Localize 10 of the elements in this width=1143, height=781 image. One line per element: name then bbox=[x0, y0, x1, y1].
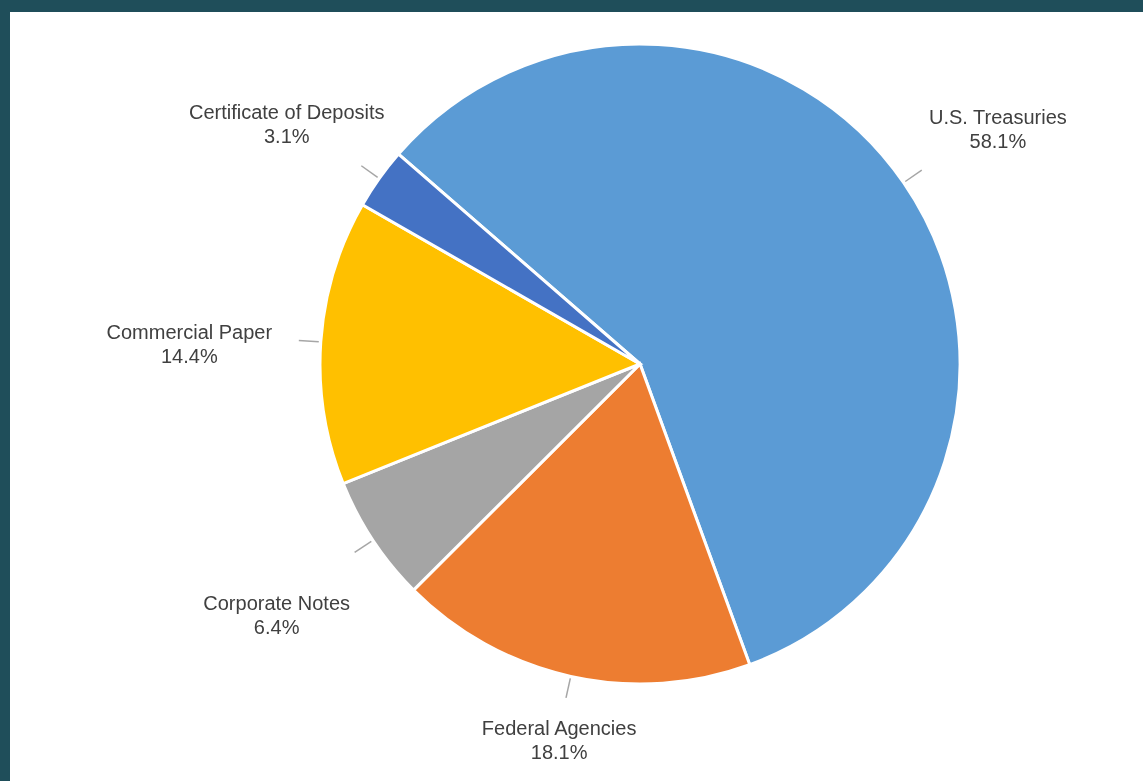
slice-label: Certificate of Deposits bbox=[188, 100, 385, 123]
slice-label: Commercial Paper bbox=[106, 320, 273, 343]
data-label: 58.1% bbox=[969, 129, 1027, 152]
data-label: 6.4% bbox=[253, 615, 300, 638]
data-label: 3.1% bbox=[263, 124, 310, 147]
slice-label: Corporate Notes bbox=[203, 591, 351, 614]
data-label: 14.4% bbox=[160, 344, 218, 367]
slice-label: U.S. Treasuries bbox=[928, 105, 1067, 128]
data-label: 18.1% bbox=[530, 740, 588, 763]
slice-label: Federal Agencies bbox=[481, 716, 637, 739]
